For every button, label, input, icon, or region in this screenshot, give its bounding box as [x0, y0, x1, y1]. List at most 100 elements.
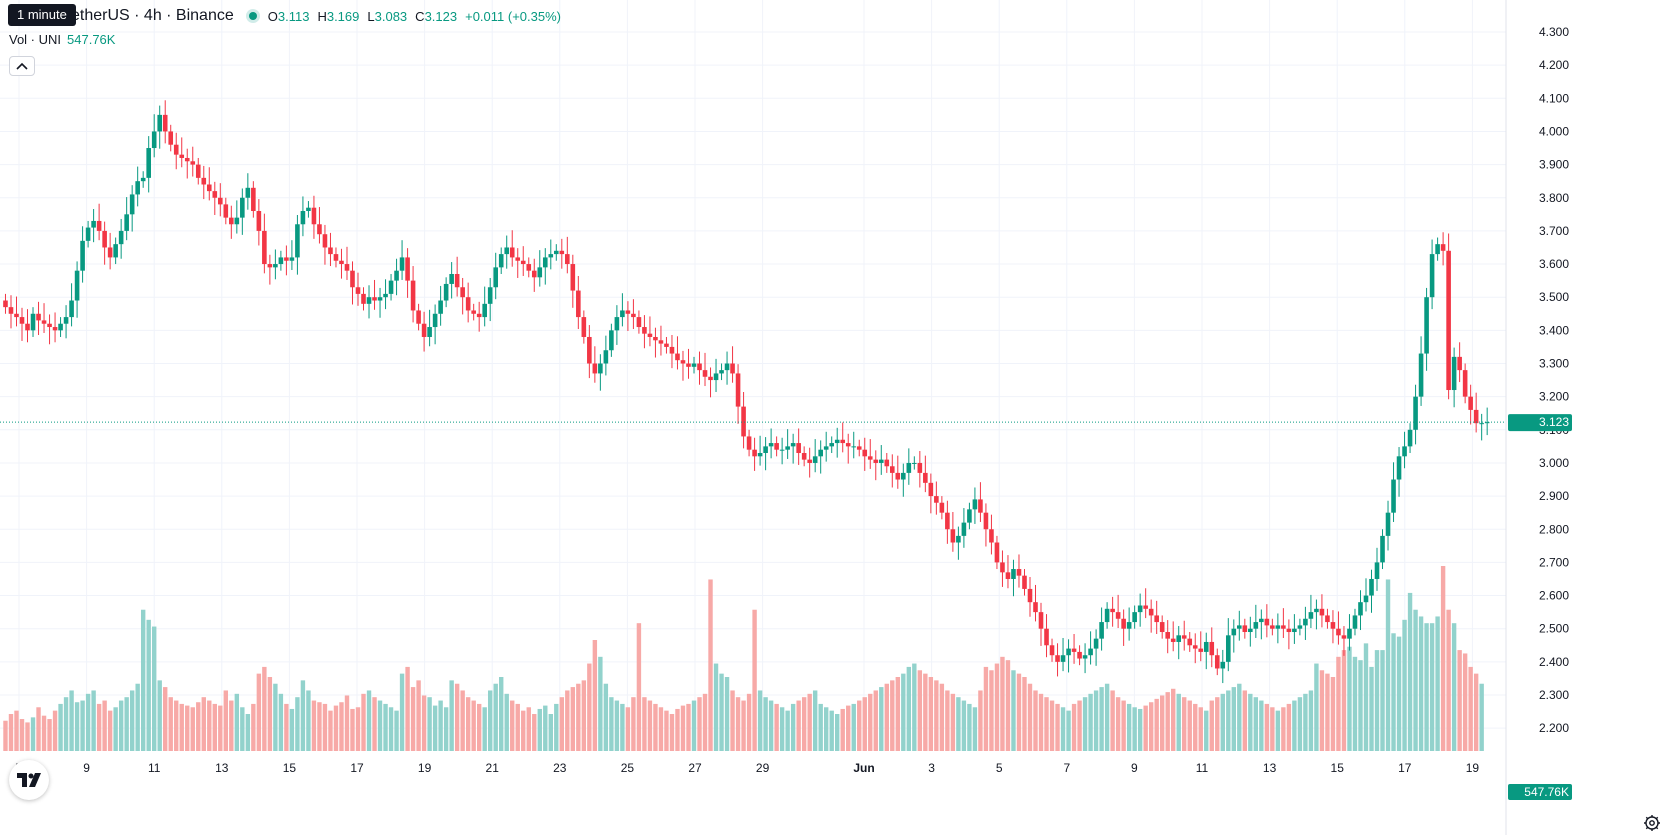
volume-bar	[1115, 697, 1121, 751]
volume-bar	[1143, 705, 1148, 751]
volume-bar	[449, 680, 454, 751]
candle-body	[1110, 608, 1115, 613]
candle-body	[1088, 648, 1093, 656]
candle-body	[74, 270, 80, 301]
candle-body	[460, 287, 465, 298]
candle-body	[1071, 648, 1077, 652]
volume-bar	[598, 656, 603, 751]
price-tick-label: 2.200	[1539, 721, 1569, 735]
volume-bar	[218, 705, 223, 751]
candle-body	[1391, 479, 1396, 513]
volume-bar	[923, 673, 928, 751]
time-axis[interactable]: 7911131517192123252729Jun35791113151719	[16, 761, 1480, 775]
volume-bar	[465, 697, 471, 751]
collapse-legend-button[interactable]	[9, 56, 35, 76]
volume-bar	[1093, 690, 1099, 751]
candle-body	[587, 336, 592, 364]
volume-bar	[873, 690, 878, 751]
volume-bar	[1204, 710, 1209, 751]
candle-body	[333, 254, 339, 261]
volume-bar	[1082, 697, 1088, 751]
volume-bar	[642, 697, 647, 751]
volume-bar	[1027, 683, 1033, 751]
candle-body	[834, 439, 840, 444]
volume-bar	[1385, 579, 1391, 751]
candle-body	[504, 247, 510, 255]
candle-body	[1016, 569, 1022, 576]
time-tick-label: 3	[928, 761, 935, 775]
volume-bar	[592, 640, 598, 751]
volume-bar	[1171, 688, 1176, 751]
volume-bar	[983, 666, 989, 751]
volume-bar	[1468, 666, 1473, 751]
candle-body	[190, 161, 196, 165]
candle-body	[1121, 618, 1126, 629]
candle-body	[311, 207, 317, 225]
volume-bar	[1226, 690, 1231, 751]
volume-bar	[846, 705, 851, 751]
price-tick-label: 3.000	[1539, 456, 1569, 470]
volume-bar	[1424, 623, 1429, 751]
candle-body	[631, 313, 636, 318]
volume-bar	[664, 710, 669, 751]
volume-bar	[1066, 710, 1071, 751]
candle-body	[361, 293, 366, 304]
candle-body	[1424, 297, 1429, 354]
volume-bar	[1286, 703, 1292, 751]
candle-body	[234, 217, 240, 225]
volume-bar	[8, 714, 14, 751]
volume-bar	[129, 690, 135, 751]
candle-body	[642, 327, 647, 334]
price-tick-label: 3.300	[1539, 357, 1569, 371]
volume-bar	[708, 579, 713, 751]
volume-bar	[344, 695, 350, 751]
candle-body	[620, 310, 625, 318]
volume-bar	[1182, 697, 1187, 751]
candle-body	[63, 317, 69, 324]
volume-bar	[1165, 692, 1170, 751]
volume-bar	[190, 707, 195, 751]
price-axis[interactable]: 4.300 4.200 4.100 4.000 3.900 3.800 3.700 3.600…	[1508, 25, 1572, 800]
candle-body	[487, 287, 493, 304]
candle-body	[262, 230, 267, 265]
candle-body	[1484, 422, 1490, 424]
volume-bar	[234, 693, 240, 751]
volume-bar	[1418, 616, 1424, 751]
candle-body	[862, 449, 868, 457]
candle-body	[928, 482, 934, 497]
volume-bar	[1215, 697, 1220, 751]
volume-bar	[890, 680, 895, 751]
candle-body	[300, 211, 306, 225]
volume-bar	[1137, 708, 1143, 751]
volume-label[interactable]: Vol · UNI	[9, 32, 62, 47]
volume-bar	[157, 680, 162, 751]
volume-bar	[179, 703, 184, 751]
volume-bar	[163, 687, 168, 751]
volume-bar	[1308, 690, 1314, 751]
volume-bar	[746, 693, 752, 751]
volume-bar	[1121, 700, 1126, 751]
candle-body	[256, 211, 262, 231]
volume-bar	[934, 680, 939, 751]
gear-icon[interactable]	[1642, 813, 1662, 833]
candle-body	[102, 230, 107, 248]
candle-body	[410, 280, 416, 311]
market-status-icon[interactable]	[245, 9, 260, 23]
volume-bar	[532, 714, 537, 751]
volume-bar	[631, 697, 636, 751]
volume-bar	[63, 697, 69, 751]
volume-bar	[52, 710, 58, 751]
volume-bar	[212, 703, 217, 751]
symbol-title[interactable]: etherUS · 4h · Binance	[71, 7, 234, 24]
tradingview-logo[interactable]	[9, 760, 49, 800]
volume-bar	[1473, 673, 1479, 751]
volume-bar	[438, 700, 443, 751]
time-tick-label: 23	[553, 761, 567, 775]
volume-bar	[372, 697, 377, 751]
volume-bar	[554, 703, 559, 751]
volume-bar	[124, 697, 129, 751]
volume-bars	[3, 566, 1484, 751]
candle-body	[1451, 356, 1457, 391]
volume-bar	[680, 705, 686, 751]
